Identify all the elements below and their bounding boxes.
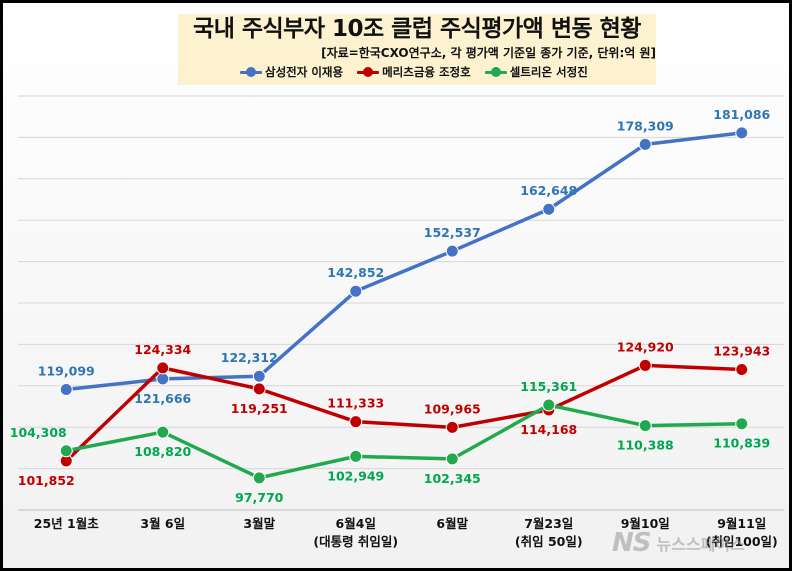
legend-swatch-samsung [240,67,262,77]
data-point [59,444,73,458]
data-point [638,358,652,372]
series-line-0 [64,131,744,392]
data-label: 119,099 [38,364,95,379]
legend-label-celltrion: 셀트리온 서정진 [509,65,588,79]
x-tick-note: (대통령 취임일) [313,534,399,549]
data-label: 109,965 [424,401,481,416]
data-point [445,244,459,258]
chart-legend: 삼성전자 이재용 메리츠금융 조정호 셀트리온 서정진 [240,64,588,80]
data-label: 124,920 [617,339,674,354]
data-point [735,362,749,376]
legend-swatch-meritz [357,67,380,77]
data-label: 123,943 [713,343,770,358]
data-point [156,372,170,386]
chart-title: 국내 주식부자 10조 클럽 주식평가액 변동 현황 [193,16,641,42]
x-tick-label: 9월11일 [717,516,767,531]
data-label: 124,334 [134,342,191,357]
data-point [349,415,363,429]
data-point [252,382,266,396]
data-point [59,383,73,397]
legend-label-meritz: 메리츠금융 조정호 [382,65,471,79]
x-tick-label: 9월10일 [620,516,670,531]
watermark-text: 뉴스스페이스 [656,535,745,554]
data-point [735,417,749,431]
data-point [638,419,652,433]
data-label: 102,345 [424,471,481,486]
series-line-1 [64,363,744,463]
watermark-logo: NS [612,528,651,558]
data-point [156,361,170,375]
x-tick-label: 3월 6일 [140,516,186,531]
x-tick-label: 6월4일 [335,516,376,531]
data-label: 162,648 [520,183,577,198]
x-tick-label: 6월말 [436,516,469,531]
data-label: 104,308 [10,425,67,440]
x-tick-label: 25년 1월초 [33,516,99,531]
data-point [735,126,749,140]
x-tick-label: 3월말 [243,516,276,531]
data-label: 114,168 [520,422,577,437]
data-label: 102,949 [327,468,384,483]
x-tick-note: (취임 50일) [514,534,583,549]
data-point [156,425,170,439]
series-line-2 [64,403,744,480]
data-label: 121,666 [134,391,191,406]
legend-item-meritz: 메리츠금융 조정호 [357,64,471,80]
data-point [252,471,266,485]
data-label: 178,309 [617,118,674,133]
legend-item-samsung: 삼성전자 이재용 [240,64,343,80]
legend-swatch-celltrion [484,67,507,77]
data-label: 110,839 [713,436,770,451]
x-tick-note: (취임100일) [705,534,778,549]
data-point [542,398,556,412]
data-point [542,202,556,216]
data-label: 119,251 [231,401,288,416]
data-label: 108,820 [134,444,191,459]
data-label: 152,537 [424,225,481,240]
data-point [445,452,459,466]
legend-item-celltrion: 셀트리온 서정진 [484,64,588,80]
data-point [349,284,363,298]
data-label: 122,312 [221,350,278,365]
data-label: 181,086 [713,107,770,122]
data-point [638,137,652,151]
data-label: 101,852 [18,473,75,488]
chart-subtitle: [자료=한국CXO연구소, 각 평가액 기준일 종가 기준, 단위:억 원] [321,46,656,60]
watermark: NS 뉴스스페이스 [612,528,745,558]
legend-label-samsung: 삼성전자 이재용 [265,65,344,79]
data-point [252,369,266,383]
data-label: 142,852 [327,265,384,280]
data-label: 110,388 [617,438,674,453]
x-tick-label: 7월23일 [524,516,574,531]
data-label: 97,770 [235,490,284,505]
data-label: 111,333 [327,396,384,411]
data-point [349,449,363,463]
data-point [445,420,459,434]
data-label: 115,361 [520,379,577,394]
